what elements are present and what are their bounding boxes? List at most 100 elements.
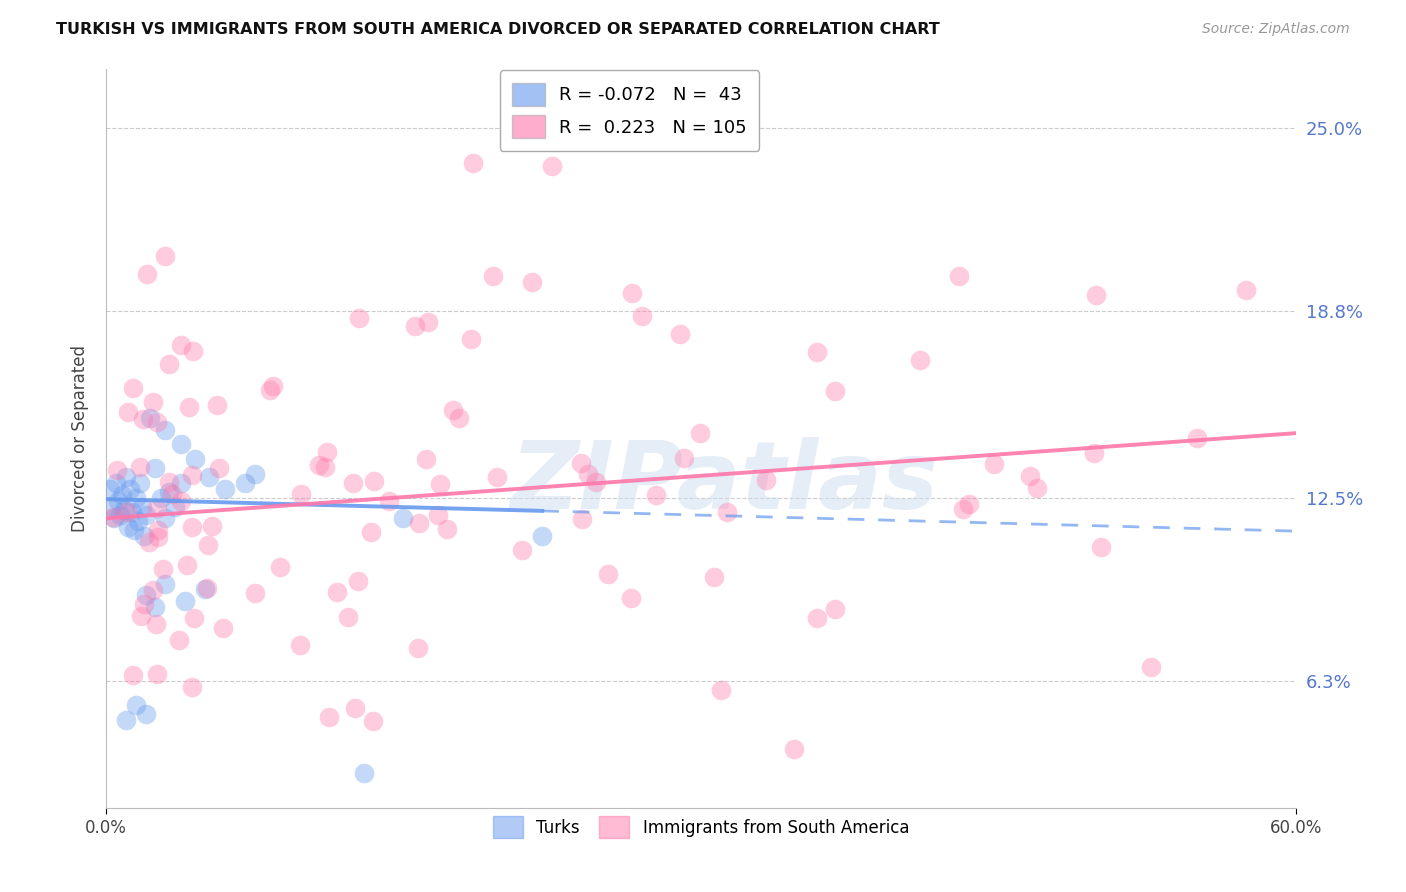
Point (211, 621, 233, 635)
Point (669, 327, 692, 342)
Text: Source: ZipAtlas.com: Source: ZipAtlas.com (1202, 22, 1350, 37)
Point (585, 475, 607, 490)
Point (418, 315, 440, 329)
Point (145, 600, 167, 615)
Point (344, 701, 367, 715)
Point (948, 268, 970, 283)
Point (155, 423, 177, 437)
Text: ZIPatlas: ZIPatlas (510, 437, 939, 529)
Point (392, 511, 415, 525)
Point (620, 591, 643, 605)
Point (1026, 481, 1049, 495)
Point (195, 581, 218, 595)
Point (145, 461, 167, 475)
Point (105, 463, 128, 477)
Point (531, 529, 554, 543)
Point (427, 508, 450, 523)
Point (135, 588, 157, 602)
Point (347, 310, 370, 325)
Point (181, 467, 204, 482)
Point (716, 505, 738, 519)
Point (983, 457, 1005, 471)
Point (174, 594, 197, 608)
Point (167, 633, 190, 648)
Point (98, 482, 121, 496)
Point (645, 488, 668, 502)
Point (121, 506, 143, 520)
Point (353, 766, 375, 780)
Point (908, 353, 931, 368)
Legend: Turks, Immigrants from South America: Turks, Immigrants from South America (486, 810, 915, 845)
Point (269, 559, 291, 574)
Point (1185, 431, 1208, 445)
Point (441, 403, 464, 417)
Point (135, 508, 157, 523)
Point (131, 500, 153, 514)
Point (360, 524, 382, 539)
Point (290, 638, 312, 652)
Point (957, 496, 980, 510)
Point (103, 511, 125, 525)
Point (132, 411, 155, 425)
Point (1084, 287, 1107, 301)
Point (1234, 284, 1257, 298)
Point (703, 570, 725, 584)
Point (481, 268, 503, 283)
Point (571, 512, 593, 526)
Point (101, 510, 124, 524)
Point (150, 491, 173, 505)
Point (325, 585, 347, 599)
Point (117, 405, 139, 419)
Point (1083, 446, 1105, 460)
Point (157, 357, 180, 371)
Point (155, 511, 177, 525)
Point (146, 530, 169, 544)
Point (201, 518, 224, 533)
Point (157, 475, 180, 490)
Point (806, 345, 828, 359)
Point (138, 410, 160, 425)
Point (1090, 540, 1112, 554)
Point (117, 520, 139, 534)
Point (153, 249, 176, 263)
Point (114, 713, 136, 727)
Point (486, 470, 509, 484)
Point (208, 461, 231, 475)
Point (155, 576, 177, 591)
Point (259, 383, 281, 397)
Point (127, 514, 149, 528)
Point (111, 488, 134, 502)
Point (1019, 468, 1042, 483)
Point (107, 493, 129, 508)
Point (316, 444, 339, 458)
Point (181, 344, 204, 359)
Point (1140, 660, 1163, 674)
Point (406, 641, 429, 656)
Point (194, 582, 217, 597)
Point (447, 411, 470, 425)
Point (132, 529, 155, 543)
Point (436, 522, 458, 536)
Point (180, 680, 202, 694)
Point (165, 500, 187, 514)
Point (101, 500, 124, 514)
Point (429, 477, 451, 491)
Point (336, 610, 359, 624)
Point (522, 275, 544, 289)
Point (783, 742, 806, 756)
Point (115, 505, 138, 519)
Point (142, 395, 165, 409)
Point (129, 459, 152, 474)
Point (198, 470, 221, 484)
Point (512, 543, 534, 558)
Point (361, 714, 384, 728)
Text: TURKISH VS IMMIGRANTS FROM SOUTH AMERICA DIVORCED OR SEPARATED CORRELATION CHART: TURKISH VS IMMIGRANTS FROM SOUTH AMERICA… (56, 22, 941, 37)
Point (152, 562, 174, 576)
Point (197, 538, 219, 552)
Point (170, 494, 193, 508)
Point (571, 456, 593, 470)
Point (824, 602, 846, 616)
Point (176, 558, 198, 572)
Point (122, 381, 145, 395)
Point (118, 482, 141, 496)
